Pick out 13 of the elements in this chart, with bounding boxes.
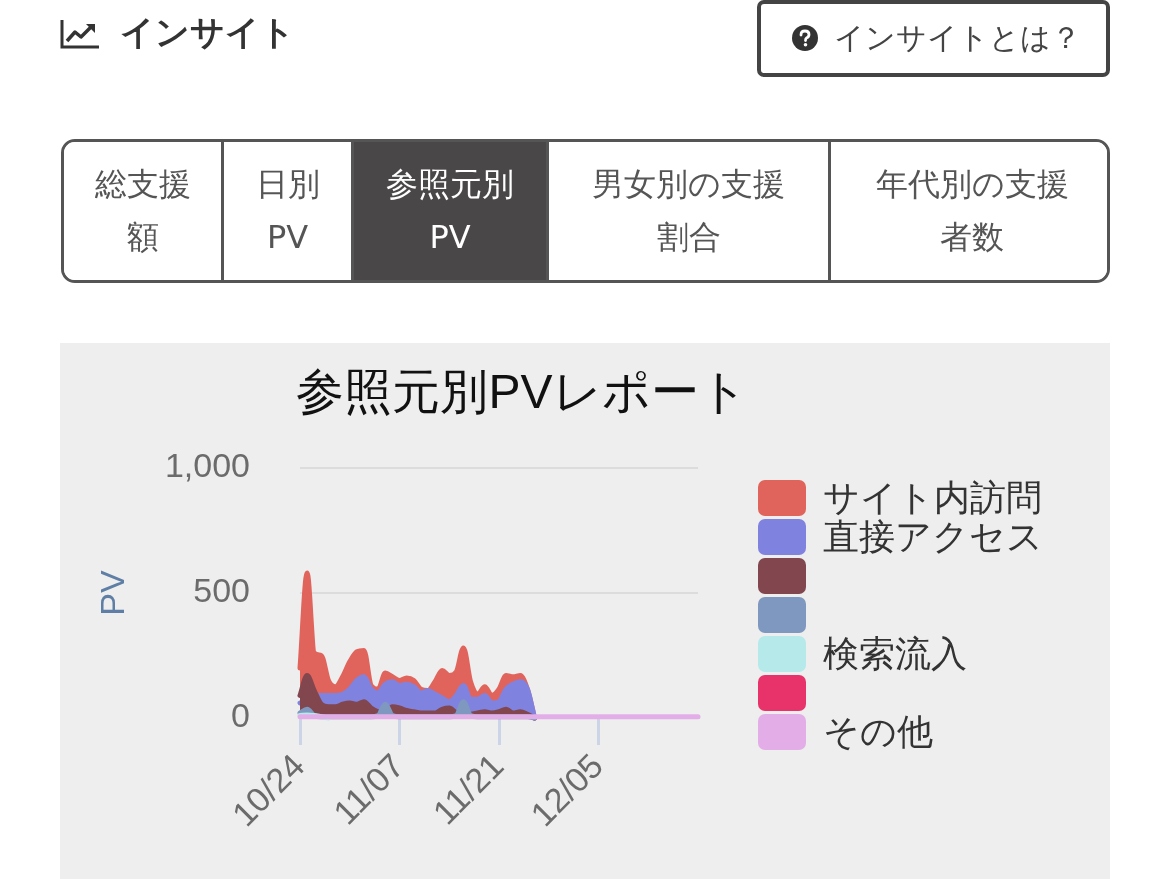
tab: 参照元別PV [351, 142, 546, 280]
y-tick-label: 1,000 [164, 446, 250, 485]
legend-label: その他 [823, 711, 933, 752]
legend-label: サイト内訪問 [823, 477, 1042, 518]
tab: 年代別の支援者数 [828, 142, 1107, 280]
legend-label: 直接アクセス [823, 516, 1043, 557]
y-axis-title: PV [92, 570, 131, 616]
legend-label: 検索流入 [823, 633, 967, 674]
y-tick-label: 500 [193, 571, 250, 610]
y-tick-label: 0 [231, 696, 250, 735]
text: インサイト [120, 11, 295, 54]
text: インサイトとは？ [834, 19, 1081, 57]
chart-title: 参照元別PVレポート [296, 365, 748, 419]
